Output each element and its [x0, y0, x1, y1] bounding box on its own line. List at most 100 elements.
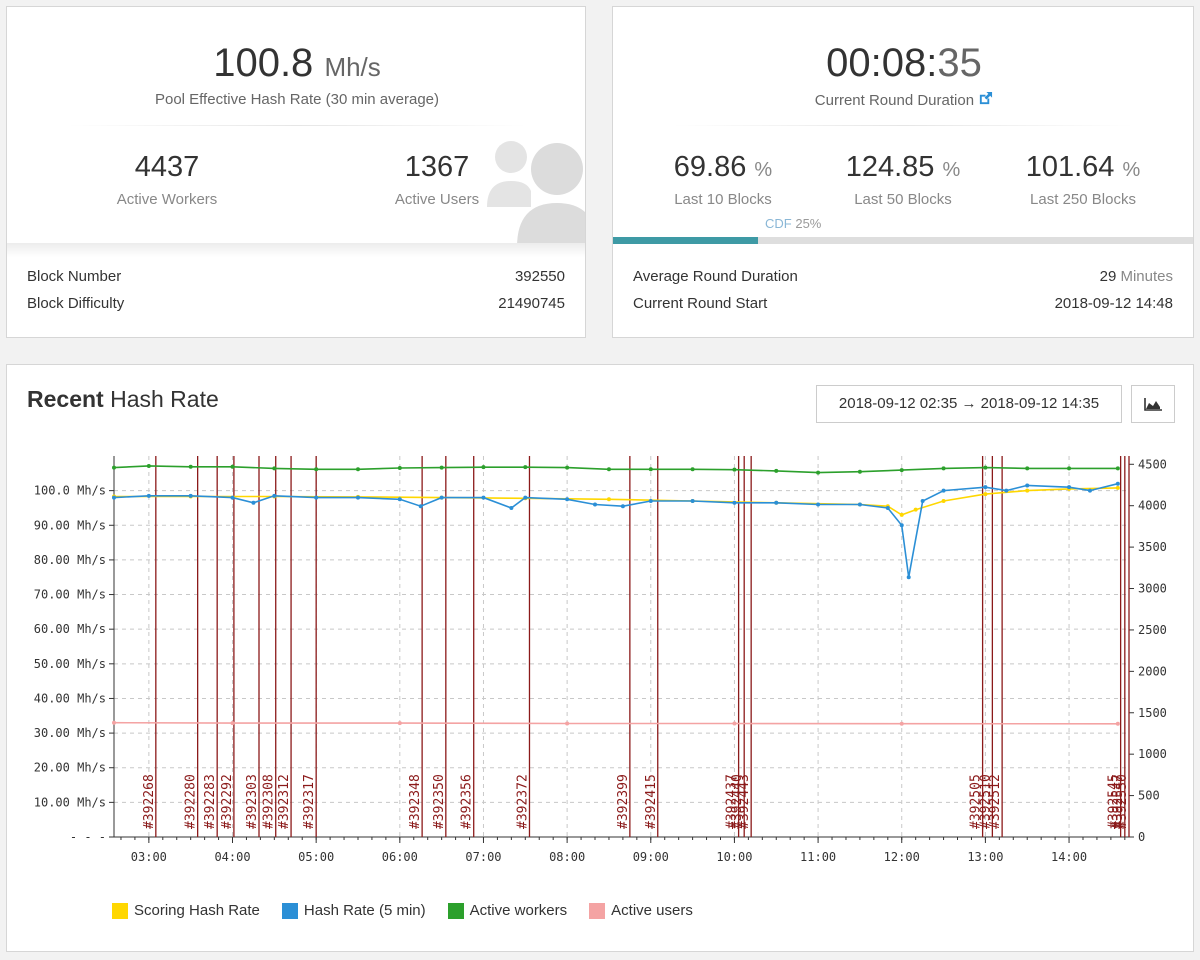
block-marker-label: #392399 — [616, 774, 631, 829]
last250-label: Last 250 Blocks — [1030, 191, 1136, 208]
y-left-tick-label: - - - — [70, 830, 106, 844]
block-marker-label: #392415 — [644, 774, 659, 829]
round-duration: 00:08:35 — [613, 41, 1193, 86]
divider — [673, 125, 1133, 126]
series-scoring-hash-rate-point — [1025, 488, 1030, 493]
series-active-users-point — [112, 720, 116, 725]
legend-item[interactable]: Active workers — [447, 902, 567, 919]
chart-title-bold: Recent — [27, 386, 104, 412]
block-marker-label: #392440 — [730, 774, 745, 829]
series-hash-rate-5-min-point — [523, 495, 528, 500]
cdf-progress-fill — [613, 237, 758, 244]
legend-item[interactable]: Hash Rate (5 min) — [281, 902, 426, 919]
x-tick-label: 10:00 — [716, 850, 752, 864]
series-hash-rate-5-min-point — [509, 505, 514, 510]
y-left-tick-label: 10.00 Mh/s — [34, 795, 106, 809]
legend-item[interactable]: Scoring Hash Rate — [112, 902, 260, 919]
series-active-workers-point — [355, 467, 360, 472]
block-marker-label: #392283 — [203, 774, 218, 829]
external-link-icon[interactable] — [978, 91, 993, 106]
series-scoring-hash-rate-point — [606, 497, 611, 502]
series-hash-rate-5-min-point — [251, 500, 256, 505]
series-hash-rate-5-min-point — [230, 495, 235, 500]
series-active-workers-point — [816, 470, 821, 475]
last50-value: 124.85 — [845, 151, 935, 183]
series-active-workers-point — [899, 468, 904, 473]
series-active-workers-point — [439, 465, 444, 470]
active-workers-label: Active Workers — [116, 191, 218, 208]
series-hash-rate-5-min-point — [1115, 481, 1120, 486]
y-left-tick-label: 40.00 Mh/s — [34, 691, 106, 705]
series-hash-rate-5-min-point — [481, 495, 486, 500]
avg-round-duration-value: 29 — [1099, 268, 1117, 285]
series-active-workers-point — [941, 466, 946, 471]
block-marker-label: #392550 — [1115, 774, 1130, 829]
series-hash-rate-5-min-point — [1067, 485, 1072, 490]
series-active-users-point — [899, 721, 904, 726]
series-scoring-hash-rate-point — [1115, 485, 1120, 490]
y-right-tick-label: 1000 — [1138, 747, 1167, 761]
block-marker-label: #392308 — [262, 774, 277, 829]
series-active-workers-point — [272, 466, 277, 471]
pool-hashrate-value: 100.8 — [213, 41, 314, 85]
avg-round-duration-label: Average Round Duration — [633, 268, 798, 285]
series-hash-rate-5-min-point — [112, 495, 116, 500]
series-hash-rate-5-min-point — [593, 502, 598, 507]
y-right-tick-label: 500 — [1138, 789, 1160, 803]
series-active-workers-point — [648, 467, 653, 472]
series-active-workers-point — [606, 467, 611, 472]
x-tick-label: 04:00 — [214, 850, 250, 864]
y-left-tick-label: 60.00 Mh/s — [34, 622, 106, 636]
y-right-tick-label: 4000 — [1138, 499, 1167, 513]
percent-unit: % — [1122, 159, 1141, 181]
active-users-value: 1367 — [404, 151, 470, 183]
chart-legend: Scoring Hash Rate Hash Rate (5 min) Active… — [112, 902, 693, 919]
round-start-value: 2018-09-12 14:48 — [1054, 295, 1173, 312]
date-range-picker[interactable]: 2018-09-12 02:35 → 2018-09-12 14:35 — [816, 385, 1122, 423]
legend-swatch — [589, 902, 606, 919]
block-marker-label: #392372 — [515, 774, 530, 829]
series-hash-rate-5-min-point — [920, 499, 925, 504]
legend-label: Hash Rate (5 min) — [303, 902, 426, 919]
x-tick-label: 03:00 — [131, 850, 167, 864]
series-active-users-point — [230, 721, 235, 726]
last10-blocks: 69.86 % — [633, 151, 813, 184]
series-hash-rate-5-min-point — [188, 493, 193, 498]
y-right-tick-label: 2500 — [1138, 623, 1167, 637]
last10-label: Last 10 Blocks — [674, 191, 772, 208]
legend-swatch — [447, 902, 464, 919]
block-marker-label: #392547 — [1111, 774, 1126, 829]
block-marker-label: #392505 — [969, 774, 984, 829]
y-right-tick-label: 2000 — [1138, 664, 1167, 678]
series-hash-rate-5-min-point — [906, 575, 911, 580]
series-active-users-line — [113, 721, 1118, 725]
series-scoring-hash-rate-point — [899, 512, 904, 517]
y-left-tick-label: 30.00 Mh/s — [34, 726, 106, 740]
divider — [67, 125, 527, 126]
block-number-value: 392550 — [514, 268, 565, 285]
series-scoring-hash-rate-point — [941, 499, 946, 504]
round-duration-caption-wrap: Current Round Duration — [613, 91, 1193, 109]
area-chart-icon — [1144, 398, 1162, 411]
series-hash-rate-5-min-line — [113, 482, 1118, 578]
series-hash-rate-5-min-point — [816, 502, 821, 507]
cdf-progress-bar — [613, 237, 1193, 244]
series-active-users-point — [1115, 721, 1120, 726]
block-marker-label: #392348 — [408, 774, 423, 829]
last50-label: Last 50 Blocks — [854, 191, 952, 208]
legend-item[interactable]: Active users — [589, 902, 693, 919]
round-duration-caption: Current Round Duration — [814, 92, 975, 109]
block-marker-label: #392303 — [245, 774, 260, 829]
series-active-workers-point — [112, 465, 116, 470]
series-active-workers-point — [983, 465, 988, 470]
y-left-tick-label: 80.00 Mh/s — [34, 553, 106, 567]
series-hash-rate-5-min-point — [314, 495, 319, 500]
round-start-label: Current Round Start — [633, 295, 768, 312]
series-active-workers-point — [690, 467, 695, 472]
series-hash-rate-5-min-point — [439, 495, 444, 500]
block-marker-label: #392280 — [184, 774, 199, 829]
chart-type-button[interactable] — [1131, 385, 1175, 423]
legend-label: Scoring Hash Rate — [134, 902, 260, 919]
y-left-tick-label: 100.0 Mh/s — [34, 484, 106, 498]
pool-hashrate-unit: Mh/s — [324, 52, 381, 82]
